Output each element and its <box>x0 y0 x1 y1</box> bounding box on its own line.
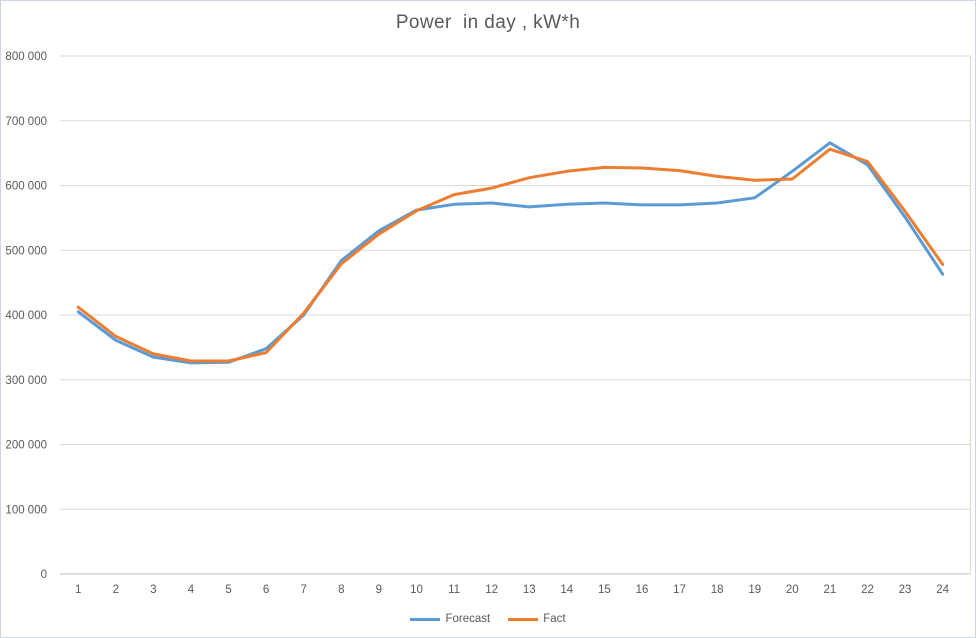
x-axis-tick-label: 10 <box>410 584 423 596</box>
y-axis-tick-label: 500 000 <box>5 245 47 257</box>
x-axis-tick-label: 17 <box>673 584 686 596</box>
y-axis-tick-label: 200 000 <box>5 440 47 452</box>
legend-item-fact[interactable]: Fact <box>508 613 566 625</box>
legend-item-forecast[interactable]: Forecast <box>410 613 490 625</box>
x-axis-tick-label: 13 <box>523 584 536 596</box>
y-axis-tick-label: 100 000 <box>5 504 47 516</box>
x-axis-tick-label: 8 <box>338 584 344 596</box>
x-axis-tick-label: 3 <box>150 584 156 596</box>
x-axis-tick-label: 16 <box>636 584 649 596</box>
x-axis-tick-label: 19 <box>748 584 761 596</box>
x-axis-tick-label: 15 <box>598 584 611 596</box>
y-axis-tick-label: 800 000 <box>5 51 47 63</box>
x-axis-tick-label: 9 <box>376 584 382 596</box>
legend-label: Forecast <box>445 613 491 625</box>
y-axis-tick-label: 600 000 <box>5 181 47 193</box>
chart-legend: Forecast Fact <box>1 613 975 625</box>
x-axis-tick-label: 5 <box>225 584 231 596</box>
x-axis-tick-label: 14 <box>560 584 573 596</box>
y-axis-tick-label: 300 000 <box>5 375 47 387</box>
legend-swatch-fact <box>508 617 539 621</box>
x-axis-tick-label: 6 <box>263 584 269 596</box>
x-axis-tick-label: 12 <box>485 584 498 596</box>
y-axis-tick-label: 700 000 <box>5 116 47 128</box>
y-axis-tick-label: 400 000 <box>5 310 47 322</box>
x-axis-tick-label: 7 <box>301 584 307 596</box>
series-line-forecast <box>76 141 945 365</box>
x-axis-tick-label: 2 <box>113 584 119 596</box>
x-axis-tick-label: 24 <box>936 584 949 596</box>
x-axis-tick-label: 23 <box>899 584 912 596</box>
x-axis-tick-label: 20 <box>786 584 799 596</box>
x-axis-tick-label: 18 <box>711 584 724 596</box>
x-axis-tick-label: 21 <box>824 584 837 596</box>
chart-title: Power in day , kW*h <box>395 12 581 33</box>
legend-label: Fact <box>543 613 566 625</box>
legend-swatch-forecast <box>410 617 441 621</box>
series-line-fact <box>76 147 945 363</box>
y-axis-tick-label: 0 <box>41 569 47 581</box>
x-axis-tick-label: 4 <box>188 584 195 596</box>
x-axis-tick-label: 22 <box>861 584 874 596</box>
x-axis-tick-label: 1 <box>75 584 81 596</box>
x-axis-tick-label: 11 <box>448 584 460 596</box>
